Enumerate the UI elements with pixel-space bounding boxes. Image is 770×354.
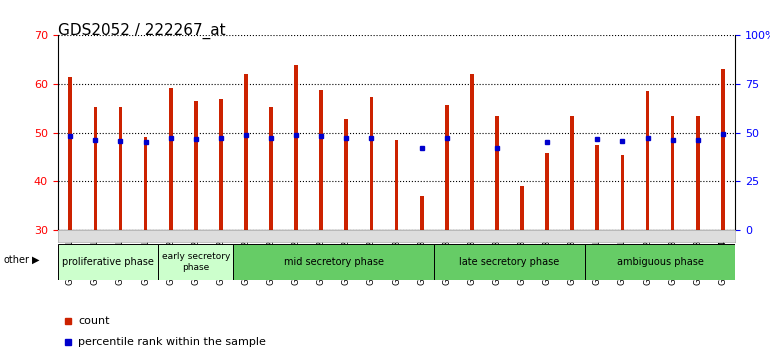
Bar — [194, 101, 198, 230]
Text: GDS2052 / 222267_at: GDS2052 / 222267_at — [58, 23, 226, 39]
Text: mid secretory phase: mid secretory phase — [284, 257, 383, 267]
Text: ambiguous phase: ambiguous phase — [617, 257, 704, 267]
Text: late secretory phase: late secretory phase — [460, 257, 560, 267]
Bar — [344, 119, 348, 230]
Text: percentile rank within the sample: percentile rank within the sample — [78, 337, 266, 347]
Bar — [495, 116, 499, 230]
Bar — [158, 244, 233, 280]
Bar — [270, 107, 273, 230]
Bar — [521, 186, 524, 230]
Bar — [58, 244, 158, 280]
Bar — [320, 90, 323, 230]
Text: other: other — [4, 255, 30, 265]
Bar — [696, 116, 700, 230]
Bar — [545, 153, 549, 230]
Text: count: count — [78, 316, 109, 326]
Bar — [621, 155, 624, 230]
Bar — [721, 69, 725, 230]
Bar — [294, 64, 298, 230]
Text: proliferative phase: proliferative phase — [62, 257, 154, 267]
Text: early secretory
phase: early secretory phase — [162, 252, 230, 272]
Bar — [470, 74, 474, 230]
Bar — [420, 196, 424, 230]
Bar — [370, 97, 373, 230]
Bar — [233, 244, 434, 280]
Bar — [144, 137, 148, 230]
Bar — [645, 91, 649, 230]
Bar — [571, 116, 574, 230]
Bar — [219, 99, 223, 230]
Bar — [69, 77, 72, 230]
Bar — [595, 145, 599, 230]
Bar — [445, 104, 449, 230]
Bar — [434, 244, 584, 280]
Bar — [119, 107, 122, 230]
Bar — [584, 244, 735, 280]
Bar — [244, 74, 248, 230]
Bar — [671, 116, 675, 230]
Bar — [395, 140, 398, 230]
Bar — [169, 88, 172, 230]
Text: ▶: ▶ — [32, 255, 40, 265]
Bar — [93, 107, 97, 230]
